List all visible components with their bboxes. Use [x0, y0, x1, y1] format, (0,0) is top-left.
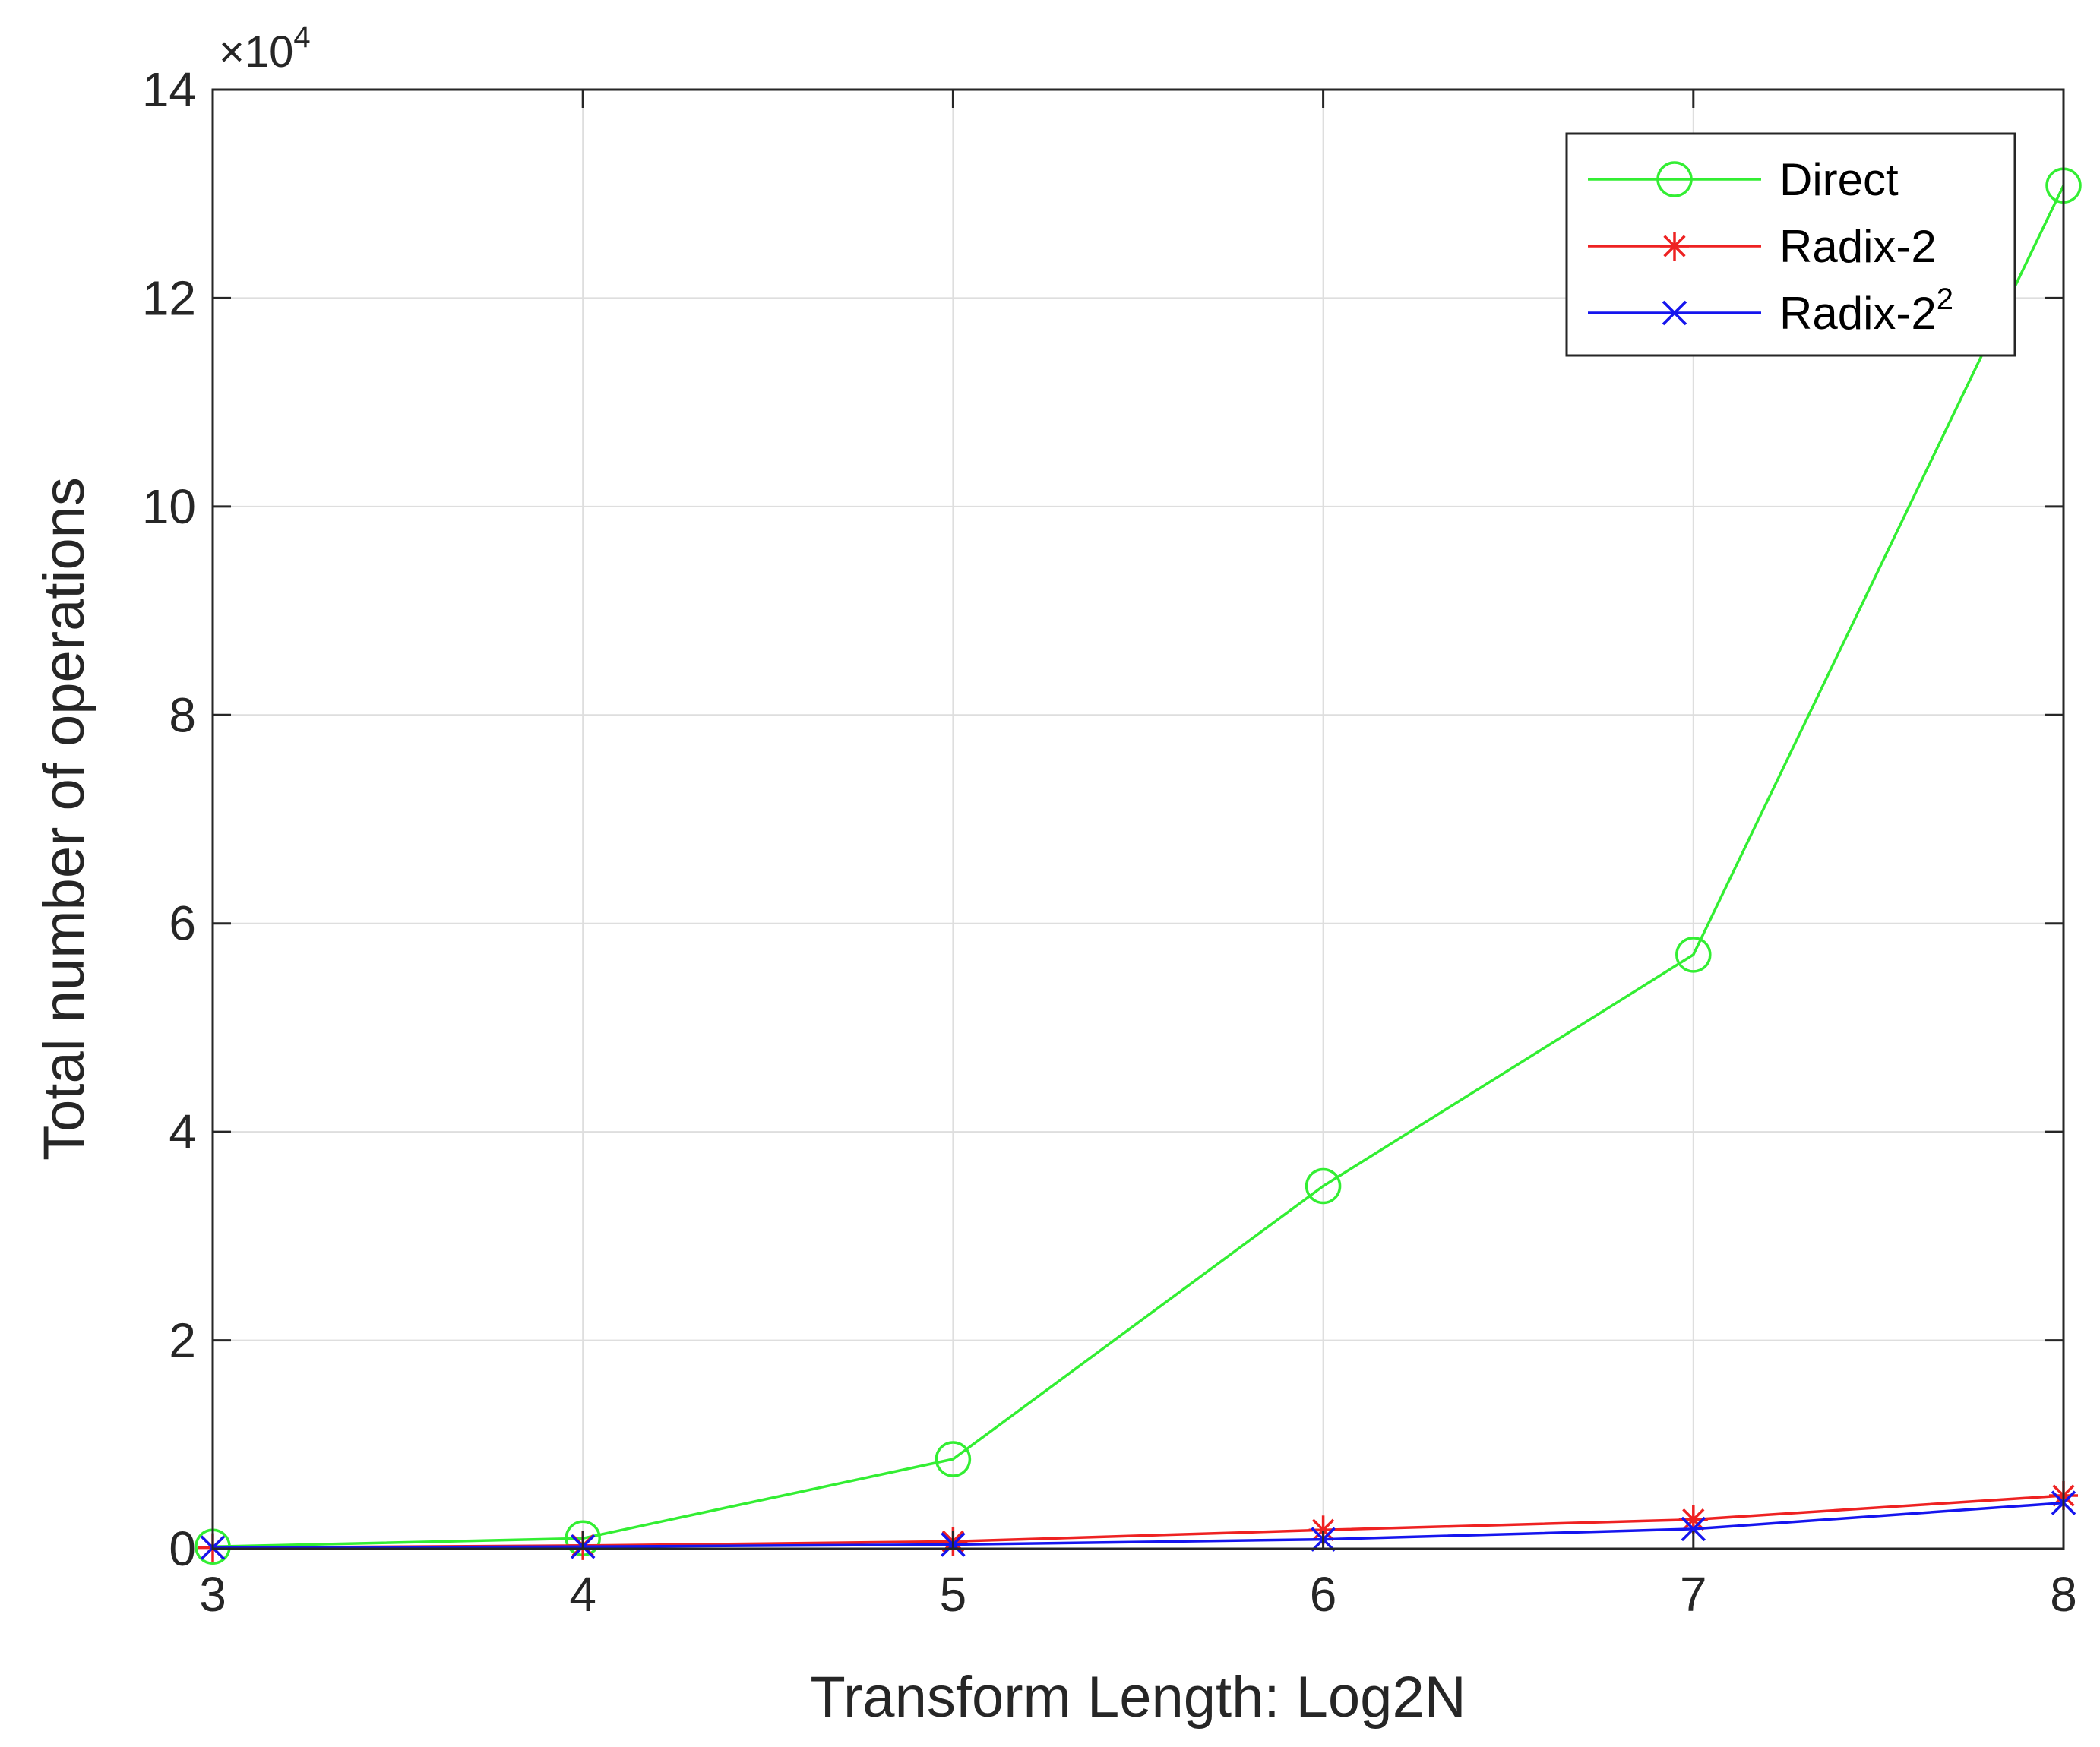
x-tick-labels: 3 4 5 6 7 8	[199, 1567, 2077, 1622]
y-tick-label: 12	[142, 270, 196, 325]
x-tick-label: 6	[1310, 1567, 1337, 1622]
y-exponent-base: ×10	[219, 27, 293, 77]
legend-label: Radix-2	[1779, 221, 1937, 272]
y-tick-labels: 0 2 4 6 8 10 12 14	[142, 62, 196, 1576]
axis-ticks	[211, 88, 2065, 1550]
series-line	[212, 1501, 2064, 1550]
legend-label-sup: 2	[1937, 283, 1953, 316]
axes-box	[211, 88, 2065, 1550]
x-tick-label: 3	[199, 1567, 226, 1622]
legend-label: Radix-22	[1779, 283, 1953, 339]
y-tick-label: 0	[169, 1521, 196, 1576]
legend-entry: Radix-22	[1588, 283, 1953, 339]
legend-marker	[1660, 232, 1689, 261]
x-tick-label: 8	[2050, 1567, 2077, 1622]
x-axis-label: Transform Length: Log2N	[810, 1665, 1466, 1730]
legend-label-text: Radix-2	[1779, 288, 1937, 339]
legend-marker	[1656, 161, 1693, 197]
y-exponent-power: 4	[293, 21, 310, 54]
x-tick-label: 5	[940, 1567, 967, 1622]
series-1	[195, 167, 2082, 1565]
x-tick-label: 4	[569, 1567, 596, 1622]
series-line	[212, 185, 2065, 1549]
y-tick-label: 14	[142, 62, 196, 117]
y-tick-label: 4	[169, 1104, 196, 1159]
legend-label: Direct	[1779, 154, 1899, 205]
data-point	[1681, 1516, 1706, 1542]
x-tick-label: 7	[1680, 1567, 1707, 1622]
data-point	[935, 1441, 972, 1477]
legend-entry: Direct	[1588, 154, 1899, 205]
legend-label-text: Direct	[1779, 154, 1899, 205]
y-tick-label: 2	[169, 1313, 196, 1368]
y-tick-label: 10	[142, 479, 196, 534]
legend-entry: Radix-2	[1588, 221, 1937, 272]
y-axis-label: Total number of operations	[32, 477, 96, 1161]
data-point	[1305, 1167, 1342, 1205]
y-tick-label: 6	[169, 896, 196, 951]
data-point	[1675, 937, 1712, 973]
legend-box	[1565, 132, 2016, 357]
legend-label-text: Radix-2	[1779, 221, 1937, 272]
y-exponent-label: ×104	[219, 21, 311, 77]
legend-marker	[1662, 300, 1687, 326]
y-tick-label: 8	[169, 687, 196, 742]
